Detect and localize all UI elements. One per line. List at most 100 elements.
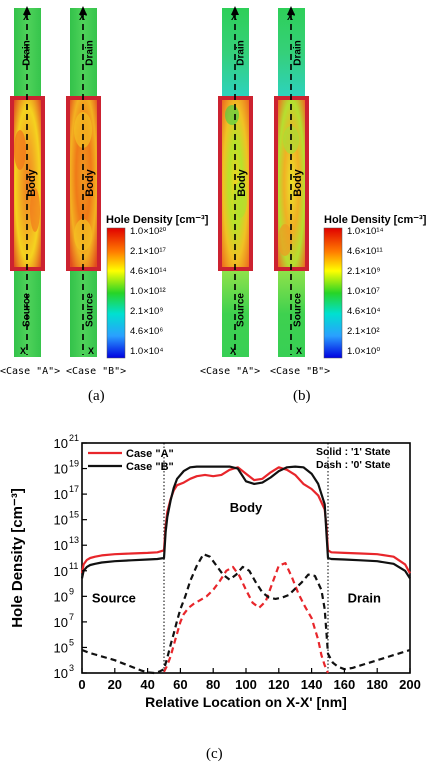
legend-tick: 4.6×10⁶ bbox=[130, 326, 164, 337]
y-tick-label: 10 bbox=[54, 615, 68, 630]
y-tick-exponent: 11 bbox=[69, 561, 78, 571]
legend-b-title: Hole Density [cm⁻³] bbox=[324, 214, 427, 226]
x-tick-label: 200 bbox=[399, 677, 421, 692]
y-tick-exponent: 9 bbox=[69, 586, 74, 596]
colorbar-b bbox=[323, 227, 343, 359]
x-top-label: X bbox=[231, 12, 238, 22]
colorbar-a bbox=[106, 227, 126, 359]
x-tick-label: 20 bbox=[108, 677, 122, 692]
body-label: Body bbox=[292, 169, 304, 197]
source-label: Source bbox=[21, 293, 33, 327]
y-tick-exponent: 3 bbox=[69, 663, 74, 673]
y-tick-exponent: 7 bbox=[69, 612, 74, 622]
series-1-line bbox=[80, 466, 411, 574]
y-tick-label: 10 bbox=[54, 589, 68, 604]
x-tick-label: 100 bbox=[235, 677, 257, 692]
x-top-label: X' bbox=[79, 12, 88, 22]
legend-tick: 1.0×10⁴ bbox=[130, 346, 164, 357]
arrow-up-icon bbox=[79, 6, 87, 15]
legend-a-title: Hole Density [cm⁻³] bbox=[106, 214, 209, 226]
panel-a-label: (a) bbox=[88, 388, 105, 404]
source-label: Source bbox=[84, 293, 96, 327]
source-label: Source bbox=[235, 293, 247, 327]
legend-tick: 1.0×10²⁰ bbox=[130, 226, 167, 237]
drain-region bbox=[222, 8, 249, 98]
legend-tick: 1.0×10¹⁴ bbox=[347, 226, 384, 237]
y-tick-label: 10 bbox=[54, 436, 68, 451]
x-tick-label: 40 bbox=[140, 677, 154, 692]
x-tick-label: 80 bbox=[206, 677, 220, 692]
x-tick-label: 0 bbox=[78, 677, 85, 692]
region-body-label: Body bbox=[230, 500, 263, 515]
body-label: Body bbox=[236, 169, 248, 197]
y-tick-label: 10 bbox=[54, 564, 68, 579]
x-top-label: X bbox=[23, 12, 30, 22]
y-tick-exponent: 19 bbox=[69, 459, 79, 469]
case-b-label: <Case "B"> bbox=[270, 366, 331, 377]
device-maps bbox=[10, 6, 343, 359]
legend-tick: 4.6×10¹⁴ bbox=[130, 266, 167, 277]
y-tick-label: 10 bbox=[54, 513, 68, 528]
x-bottom-label: X bbox=[296, 346, 303, 356]
x-bottom-label: X bbox=[88, 346, 95, 356]
legend-tick: 2.1×10⁹ bbox=[130, 306, 164, 317]
drain-region bbox=[70, 8, 97, 98]
drain-label: Drain bbox=[292, 40, 304, 66]
series-4-line bbox=[81, 553, 411, 675]
solid-state-note: Solid : '1' State bbox=[316, 446, 391, 458]
y-tick-label: 10 bbox=[54, 487, 68, 502]
panel-c-label: (c) bbox=[206, 746, 223, 762]
case-a-label: <Case "A"> bbox=[0, 366, 61, 377]
region-drain-label: Drain bbox=[348, 591, 381, 606]
region-dividers bbox=[163, 443, 329, 673]
x-bottom-label: X bbox=[230, 346, 237, 356]
legend-tick: 4.6×10⁴ bbox=[347, 306, 381, 317]
x-tick-label: 180 bbox=[366, 677, 388, 692]
y-tick-exponent: 13 bbox=[69, 535, 79, 545]
drain-region bbox=[14, 8, 41, 98]
panel-b-label: (b) bbox=[293, 388, 311, 404]
drain-region bbox=[278, 8, 305, 98]
legend-tick: 2.1×10⁹ bbox=[347, 266, 381, 277]
chart-legend: Case "A"Case "B" bbox=[88, 448, 174, 473]
body-label: Body bbox=[84, 169, 96, 197]
x-axis-label: Relative Location on X-X' [nm] bbox=[145, 694, 347, 710]
x-tick-label: 120 bbox=[268, 677, 290, 692]
y-tick-label: 10 bbox=[54, 640, 68, 655]
arrow-up-icon bbox=[287, 6, 295, 15]
x-bottom-label: X bbox=[20, 346, 27, 356]
y-tick-label: 10 bbox=[54, 462, 68, 477]
y-tick-exponent: 15 bbox=[69, 510, 79, 520]
series-group bbox=[80, 465, 411, 675]
x-tick-label: 160 bbox=[334, 677, 356, 692]
series-3-line bbox=[163, 562, 330, 674]
case-b-label: <Case "B"> bbox=[66, 366, 127, 377]
legend-tick: 4.6×10¹¹ bbox=[347, 246, 383, 257]
legend-tick: 1.0×10⁷ bbox=[347, 286, 380, 297]
y-axis-label: Hole Density [cm⁻³] bbox=[9, 488, 26, 628]
y-tick-exponent: 17 bbox=[69, 484, 79, 494]
x-top-label: X' bbox=[287, 12, 296, 22]
legend-tick: 1.0×10⁰ bbox=[347, 346, 381, 357]
x-tick-label: 140 bbox=[301, 677, 323, 692]
region-source-label: Source bbox=[92, 591, 136, 606]
y-tick-exponent: 21 bbox=[69, 433, 79, 443]
y-tick-label: 10 bbox=[54, 538, 68, 553]
source-label: Source bbox=[292, 293, 304, 327]
legend-entry: Case "A" bbox=[126, 448, 174, 460]
case-a-label: <Case "A"> bbox=[200, 366, 261, 377]
x-tick-label: 60 bbox=[173, 677, 187, 692]
series-2-line bbox=[80, 465, 411, 579]
plot-frame bbox=[81, 442, 411, 674]
legend-tick: 2.1×10¹⁷ bbox=[130, 246, 166, 257]
drain-label: Drain bbox=[235, 40, 247, 66]
drain-label: Drain bbox=[21, 40, 33, 66]
legend-entry: Case "B" bbox=[126, 461, 174, 473]
arrow-up-icon bbox=[23, 6, 31, 15]
dash-state-note: Dash : '0' State bbox=[316, 459, 391, 471]
legend-tick: 2.1×10² bbox=[347, 326, 380, 337]
arrow-up-icon bbox=[231, 6, 239, 15]
y-tick-label: 10 bbox=[54, 666, 68, 681]
